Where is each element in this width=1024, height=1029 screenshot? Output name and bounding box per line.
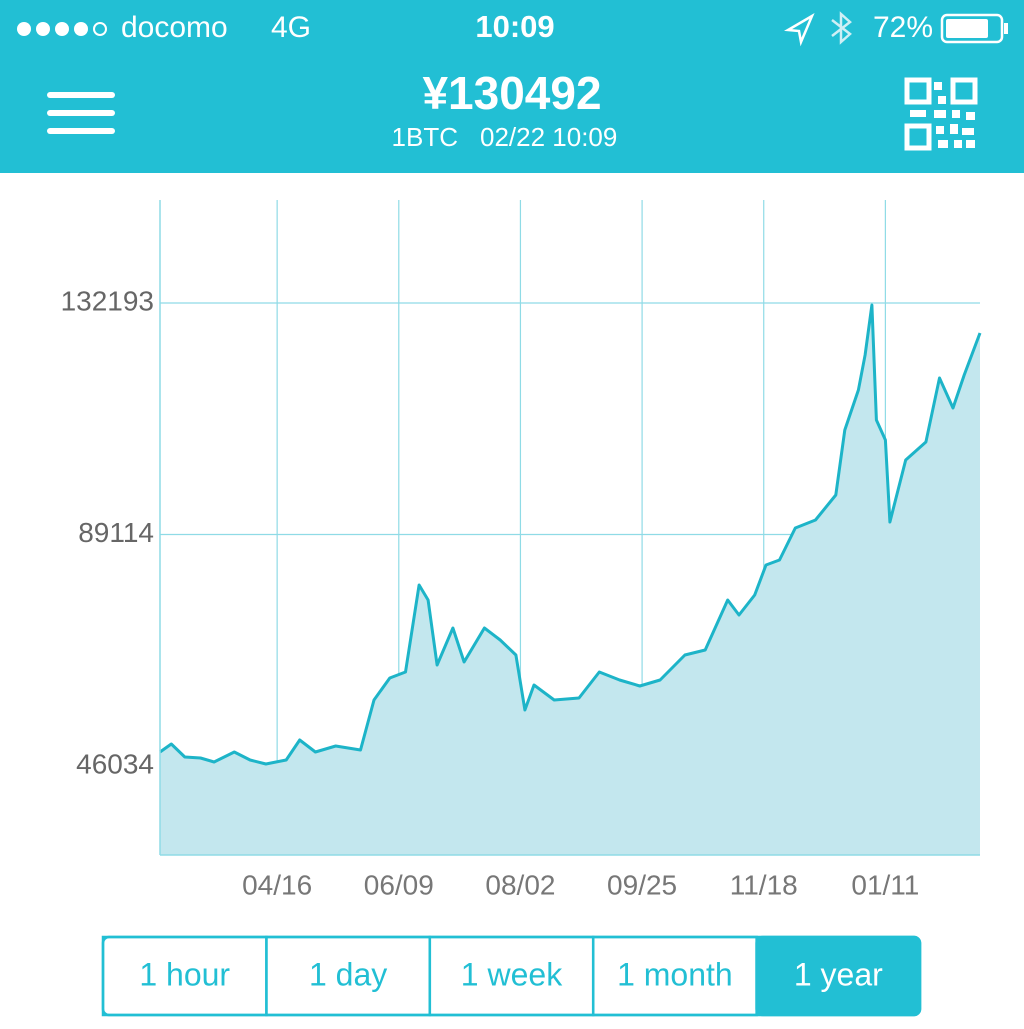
price-line xyxy=(159,303,982,766)
menu-button[interactable] xyxy=(47,92,115,134)
y-tick-label: 89114 xyxy=(78,517,154,548)
battery-icon xyxy=(940,13,1008,44)
qr-button[interactable] xyxy=(904,77,978,151)
bluetooth-icon xyxy=(831,11,852,45)
timestamp: 02/22 10:09 xyxy=(480,122,617,152)
x-tick-label: 11/18 xyxy=(730,869,798,900)
range-button-label[interactable]: 1 hour xyxy=(139,956,230,992)
range-button-label[interactable]: 1 week xyxy=(461,956,563,992)
network: 4G xyxy=(271,11,311,44)
y-tick-label: 132193 xyxy=(61,285,154,316)
x-tick-label: 01/11 xyxy=(851,869,919,900)
unit: 1BTC xyxy=(392,122,458,152)
range-selector: 1 hour 1 day 1 week 1 month 1 year xyxy=(101,935,922,1017)
x-tick-label: 06/09 xyxy=(364,869,434,900)
clock: 10:09 xyxy=(475,9,554,44)
header-bar xyxy=(0,0,1024,173)
x-tick-label: 09/25 xyxy=(607,869,677,900)
range-button-label[interactable]: 1 year xyxy=(794,956,883,992)
range-button-label[interactable]: 1 day xyxy=(309,956,387,992)
price: ¥130492 xyxy=(422,67,601,119)
y-tick-label: 46034 xyxy=(76,748,154,779)
range-button-label[interactable]: 1 month xyxy=(617,956,733,992)
range-button[interactable] xyxy=(755,935,922,1017)
signal-icon xyxy=(17,22,107,36)
chart: 46034 89114 132193 04/16 06/09 08/02 09/25 11/1… xyxy=(61,200,982,900)
battery-level: 72% xyxy=(873,11,933,44)
area-fill xyxy=(160,305,980,855)
location-icon xyxy=(783,13,815,47)
carrier: docomo xyxy=(121,11,228,44)
x-tick-label: 04/16 xyxy=(242,869,312,900)
x-tick-label: 08/02 xyxy=(485,869,555,900)
